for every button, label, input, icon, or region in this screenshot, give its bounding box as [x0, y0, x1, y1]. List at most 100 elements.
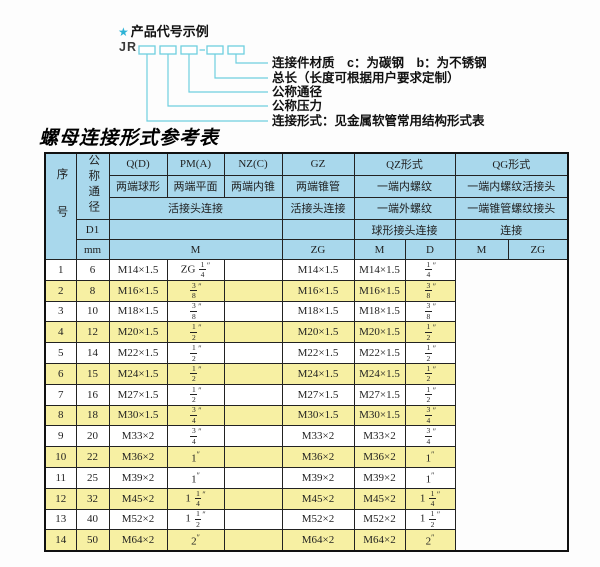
- cell-mm: 14: [75, 342, 110, 364]
- cell-qz-m: [223, 321, 283, 344]
- star-icon: ★: [118, 25, 129, 39]
- cell-zg: 1 1 4 ″: [166, 487, 225, 510]
- header-code-pm: PM(A): [166, 152, 225, 176]
- cell-qg-zg: 1 4 ″: [404, 259, 456, 281]
- cell-m: M18×1.5: [108, 300, 168, 323]
- header-ends-gz: 两端锥管: [281, 174, 355, 198]
- cell-mm: 16: [75, 383, 110, 406]
- header-empty-gz: [281, 219, 355, 240]
- cell-qg-m: M24×1.5: [353, 362, 406, 385]
- header-qg-title: QG形式: [454, 152, 569, 176]
- cell-qg-m: M22×1.5: [353, 342, 406, 364]
- cell-qz-d: M27×1.5: [281, 383, 355, 406]
- cell-mm: 32: [75, 487, 110, 510]
- leader-line-length: [214, 54, 268, 79]
- cell-seq: 1: [44, 259, 77, 281]
- cell-qz-m: [223, 279, 283, 302]
- cell-seq: 14: [44, 529, 77, 552]
- header-gz-joint: 活接头连接: [281, 196, 355, 221]
- header-qz-row3: 一端外螺纹: [353, 196, 456, 221]
- cell-mm: 20: [75, 425, 110, 448]
- label-nominal-pressure: 公称压力: [272, 99, 323, 113]
- cell-qg-zg: 3 8 ″: [404, 300, 456, 323]
- table-row: 10 22 M36×2 1″ M36×2 M36×2 1″: [44, 446, 568, 468]
- cell-qz-m: [223, 383, 283, 406]
- cell-seq: 7: [44, 383, 77, 406]
- cell-seq: 11: [44, 466, 77, 489]
- header-d1: D1: [75, 219, 110, 240]
- table-row: 5 14 M22×1.5 1 2 ″ M22×1.5 M22×1.5 1 2 ″: [44, 342, 568, 364]
- label-connector-material: 连接件材质 c：为碳钢 b：为不锈钢: [272, 56, 487, 70]
- table-body: 1 6 M14×1.5 ZG 1 4 ″ M14×1.5 M14×1.5 1 4 ″ 2 8 M16×1.…: [44, 259, 568, 552]
- cell-qg-m: M36×2: [353, 446, 406, 468]
- code-box-5: [227, 45, 245, 55]
- cell-m: M33×2: [108, 425, 168, 448]
- cell-zg: 1″: [166, 446, 225, 468]
- cell-qz-d: M22×1.5: [281, 342, 355, 364]
- cell-qg-m: M16×1.5: [353, 279, 406, 302]
- cell-qg-zg: 2″: [404, 529, 456, 552]
- code-box-1: [138, 45, 156, 55]
- code-box-4: [206, 45, 224, 55]
- code-connector-lines: [138, 45, 268, 122]
- cell-seq: 2: [44, 279, 77, 302]
- header-ends-q: 两端球形: [108, 174, 168, 198]
- cell-qz-m: [223, 446, 283, 468]
- header-qg-row3: 一端锥管螺纹接头: [454, 196, 569, 221]
- cell-qg-zg: 1 2 ″: [404, 362, 456, 385]
- table-row: 11 25 M39×2 1″ M39×2 M39×2 1″: [44, 466, 568, 489]
- cell-qz-d: M39×2: [281, 466, 355, 489]
- cell-zg: ZG 1 4 ″: [166, 259, 225, 281]
- cell-qz-m: [223, 466, 283, 489]
- cell-mm: 10: [75, 300, 110, 323]
- cell-qz-m: [223, 362, 283, 385]
- cell-mm: 18: [75, 404, 110, 427]
- cell-qg-zg: 1″: [404, 446, 456, 468]
- header-qz-row2: 一端内螺纹: [353, 174, 456, 198]
- cell-qz-d: M36×2: [281, 446, 355, 468]
- cell-mm: 6: [75, 259, 110, 281]
- cell-qz-m: [223, 508, 283, 531]
- header-qg-row2: 一端内螺纹活接头: [454, 174, 569, 198]
- table-row: 8 18 M30×1.5 3 4 ″ M30×1.5 M30×1.5 3 4 ″: [44, 404, 568, 427]
- cell-m: M27×1.5: [108, 383, 168, 406]
- cell-zg: 1 2 ″: [166, 362, 225, 385]
- leader-line-material: [235, 54, 268, 64]
- leader-line-pressure: [167, 54, 268, 107]
- cell-qz-d: M20×1.5: [281, 321, 355, 344]
- cell-qz-m: [223, 300, 283, 323]
- diagram-heading-text: 产品代号示例: [130, 24, 209, 39]
- cell-zg: 1 1 2 ″: [166, 508, 225, 531]
- label-total-length: 总长（长度可根据用户要求定制）: [272, 71, 460, 85]
- cell-zg: 2″: [166, 529, 225, 552]
- cell-m: M52×2: [108, 508, 168, 531]
- cell-qg-m: M14×1.5: [353, 259, 406, 281]
- cell-m: M20×1.5: [108, 321, 168, 344]
- cell-seq: 13: [44, 508, 77, 531]
- header-code-q: Q(D): [108, 152, 168, 176]
- table-row: 3 10 M18×1.5 3 8 ″ M18×1.5 M18×1.5 3 8 ″: [44, 300, 568, 323]
- cell-zg: 1″: [166, 466, 225, 489]
- cell-qg-zg: 1 2 ″: [404, 321, 456, 344]
- cell-qz-d: M30×1.5: [281, 404, 355, 427]
- header-row-2: 两端球形 两端平面 两端内锥 两端锥管 一端内螺纹 一端内螺纹活接头: [45, 174, 569, 198]
- product-code-diagram: ★ 产品代号示例 JR 连接件材质 c：为碳钢 b：为不锈钢 总长（长度可根据用户…: [0, 0, 600, 152]
- cell-qg-zg: 1 1 2 ″: [404, 508, 456, 531]
- cell-mm: 12: [75, 321, 110, 344]
- cell-mm: 8: [75, 279, 110, 302]
- cell-m: M30×1.5: [108, 404, 168, 427]
- cell-qz-d: M64×2: [281, 529, 355, 552]
- header-ends-pm: 两端平面: [166, 174, 225, 198]
- cell-mm: 40: [75, 508, 110, 531]
- leader-line-diameter: [188, 54, 268, 93]
- table-row: 9 20 M33×2 3 4 ″ M33×2 M33×2 3 4 ″: [44, 425, 568, 448]
- header-union-joint: 活接头连接: [108, 196, 283, 221]
- cell-qg-zg: 1 1 4 ″: [404, 487, 456, 510]
- table-row: 4 12 M20×1.5 1 2 ″ M20×1.5 M20×1.5 1 2 ″: [44, 321, 568, 344]
- leader-line-connection: [146, 54, 268, 122]
- cell-qg-zg: 3 8 ″: [404, 279, 456, 302]
- cell-zg: 1 2 ″: [166, 383, 225, 406]
- cell-m: M64×2: [108, 529, 168, 552]
- diagram-heading: ★ 产品代号示例: [118, 21, 209, 40]
- cell-seq: 9: [44, 425, 77, 448]
